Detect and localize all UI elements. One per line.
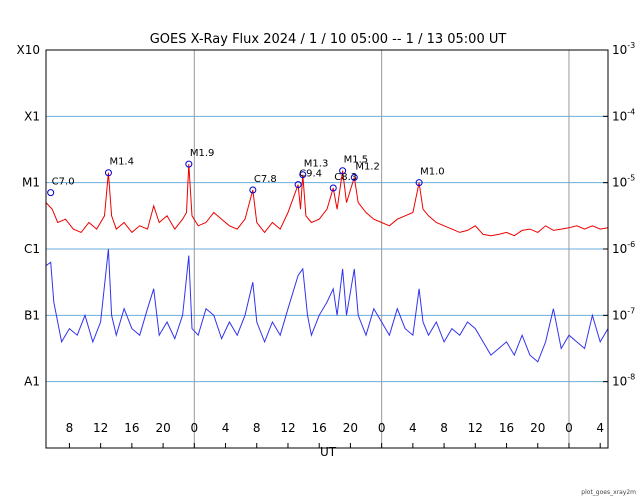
x-tick-label: 20 [530,421,545,435]
class-axis-label: M1 [22,176,40,190]
series-layer [45,164,609,363]
x-tick-label: 8 [440,421,448,435]
x-tick-label: 0 [190,421,198,435]
flare-label: C9.4 [299,169,322,180]
flare-label: C7.8 [254,174,277,185]
x-tick-label: 12 [280,421,295,435]
flare-marker [329,184,337,192]
x-tick-label: 16 [312,421,327,435]
x-tick-label: 0 [565,421,573,435]
footer-note: plot_goes_xray2m [581,489,636,496]
x-axis-label: UT [320,445,337,459]
flare-label: C8.3 [334,172,357,183]
flare-label: M1.5 [344,155,369,166]
axis-layer: 8 12 16 20 0 4 8 12 16 20 0 4 8 12 16 20 0 4 X10 X1 M1 C1 B1 A1… [17,41,635,448]
flare-label: M1.0 [420,167,445,178]
grid-layer [46,50,608,448]
class-axis-label: A1 [24,375,40,389]
x-tick-label: 12 [468,421,483,435]
x-tick-label: 12 [93,421,108,435]
flare-label: M1.3 [304,159,329,170]
x-tick-label: 16 [124,421,139,435]
x-tick-label: 16 [499,421,514,435]
flare-marker [350,173,358,181]
flare-marker [185,160,193,168]
flare-marker [249,186,257,194]
flare-marker [299,171,307,179]
x-tick-label: 4 [222,421,230,435]
x-tick-label: 4 [409,421,417,435]
chart-title: GOES X-Ray Flux 2024 / 1 / 10 05:00 -- 1… [150,32,507,47]
flare-marker [339,167,347,175]
long-channel-flux-line [45,164,609,237]
x-tick-label: 4 [596,421,604,435]
flare-label: M1.2 [355,161,380,172]
x-tick-label: 8 [253,421,261,435]
class-axis-label: C1 [24,242,40,256]
flux-axis-label: 10-5 [612,174,635,190]
short-channel-flux-line [45,248,609,363]
class-axis-label: X10 [17,43,41,57]
flux-axis-label: 10-3 [612,41,635,57]
flare-marker [104,169,112,177]
x-tick-label: 0 [378,421,386,435]
flux-axis-label: 10-4 [612,107,635,123]
flare-marker [47,189,55,197]
class-axis-label: X1 [24,109,40,123]
flare-label: M1.4 [109,157,134,168]
x-tick-label: 8 [66,421,74,435]
flare-label: C7.0 [52,177,75,188]
flare-label: M1.9 [190,148,215,159]
flux-axis-label: 10-8 [612,373,635,389]
flare-layer: C7.0 M1.4 M1.9 C7.8 C9.4M1.3 C8.3 M1.5M1.2 M1.0 [47,148,445,197]
class-axis-label: B1 [24,308,40,322]
flare-marker [294,181,302,189]
x-tick-label: 20 [155,421,170,435]
flux-axis-label: 10-7 [612,306,635,322]
x-tick-label: 20 [343,421,358,435]
flare-marker [415,179,423,187]
flux-axis-label: 10-6 [612,240,635,256]
